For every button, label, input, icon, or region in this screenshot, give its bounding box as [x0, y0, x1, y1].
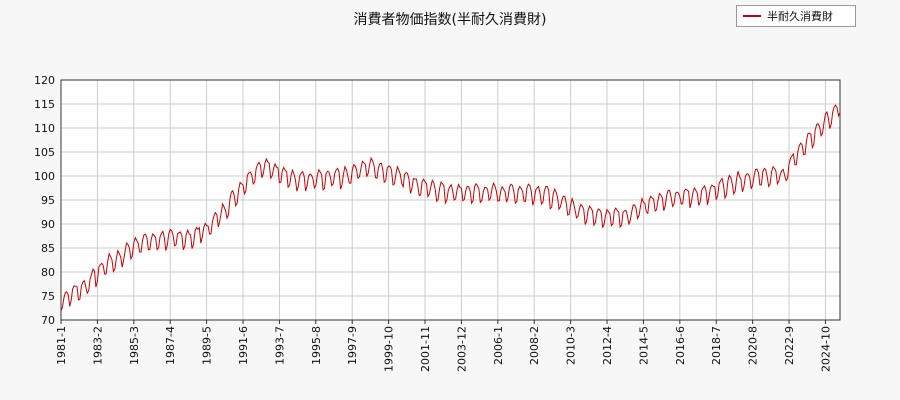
x-tick-label: 1989-5 — [201, 326, 214, 365]
y-tick-label: 80 — [41, 266, 55, 279]
x-tick-label: 2010-3 — [565, 326, 578, 365]
x-tick-label: 2001-11 — [419, 326, 432, 372]
x-tick-label: 2020-8 — [747, 326, 760, 365]
y-tick-label: 110 — [34, 122, 55, 135]
x-tick-label: 2014-5 — [637, 326, 650, 365]
x-tick-label: 2024-10 — [819, 326, 832, 372]
x-tick-label: 1995-8 — [310, 326, 323, 365]
y-tick-label: 75 — [41, 290, 55, 303]
legend: 半耐久消費財 — [736, 5, 856, 27]
y-tick-label: 120 — [34, 74, 55, 87]
y-tick-label: 95 — [41, 194, 55, 207]
chart-title: 消費者物価指数(半耐久消費財) — [353, 12, 547, 28]
y-tick-label: 70 — [41, 314, 55, 327]
y-tick-label: 105 — [34, 146, 55, 159]
y-tick-label: 115 — [34, 98, 55, 111]
x-tick-label: 1997-9 — [346, 326, 359, 365]
x-tick-label: 2022-9 — [783, 326, 796, 365]
x-tick-label: 1987-4 — [164, 326, 177, 365]
legend-line-swatch — [743, 15, 761, 17]
x-tick-label: 2008-2 — [528, 326, 541, 365]
x-tick-label: 2006-1 — [492, 326, 505, 365]
plot-border — [60, 79, 841, 321]
y-tick-label: 90 — [41, 218, 55, 231]
x-tick-label: 1983-2 — [91, 326, 104, 365]
x-tick-label: 1981-1 — [55, 326, 68, 365]
x-tick-label: 2003-12 — [455, 326, 468, 372]
x-tick-label: 1985-3 — [128, 326, 141, 365]
series-line — [60, 104, 841, 312]
legend-label: 半耐久消費財 — [767, 10, 833, 23]
x-tick-label: 2012-4 — [601, 326, 614, 365]
y-tick-label: 100 — [34, 170, 55, 183]
y-tick-label: 85 — [41, 242, 55, 255]
x-tick-label: 1999-10 — [383, 326, 396, 372]
x-tick-label: 1991-6 — [237, 326, 250, 365]
x-tick-label: 1993-7 — [273, 326, 286, 365]
x-tick-label: 2016-6 — [674, 326, 687, 365]
x-tick-label: 2018-7 — [710, 326, 723, 365]
